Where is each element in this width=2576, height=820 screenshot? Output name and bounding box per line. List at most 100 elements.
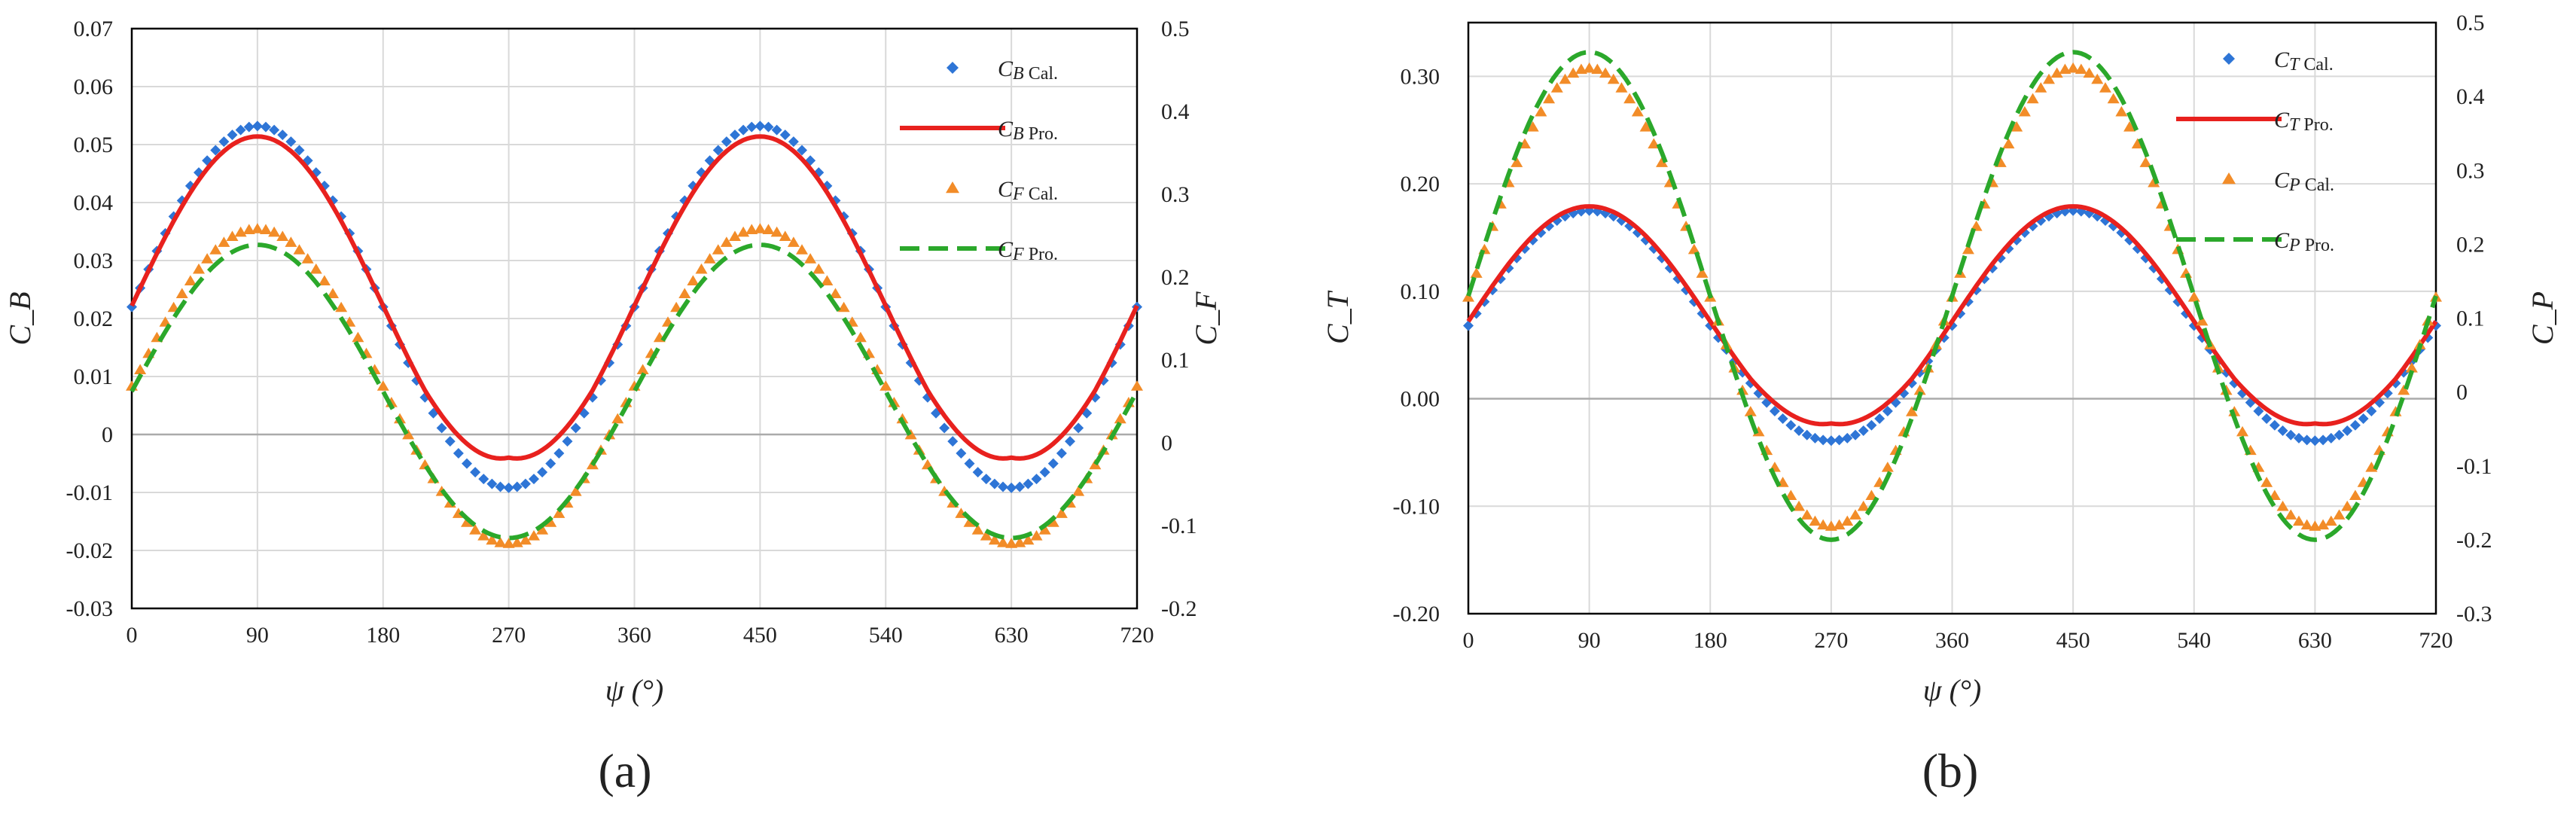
legend-marker-diamond xyxy=(2223,53,2235,65)
data-point-diamond xyxy=(1794,425,1805,437)
data-point-diamond xyxy=(503,482,514,493)
chart-panel-b: 0 90 180 270 360 450 540 630 720-0.20-0.100.000.… xyxy=(1321,11,2559,797)
y-left-tick-label: 0 xyxy=(102,422,113,447)
data-point-triangle xyxy=(2317,519,2330,530)
data-point-triangle xyxy=(1687,243,1700,255)
y-right-tick-label: 0 xyxy=(1161,431,1172,456)
data-point-diamond xyxy=(2301,434,2312,446)
data-point-diamond xyxy=(712,145,724,156)
y-right-axis-label: C_F xyxy=(1189,291,1223,346)
data-point-diamond xyxy=(797,145,807,156)
x-tick-label: 0 xyxy=(1463,628,1474,653)
y-left-tick-label: 0.02 xyxy=(74,306,114,331)
data-point-triangle xyxy=(502,538,515,548)
data-point-diamond xyxy=(1073,422,1084,434)
data-point-triangle xyxy=(477,529,490,541)
data-point-triangle xyxy=(695,263,708,274)
data-point-diamond xyxy=(210,145,221,156)
data-point-triangle xyxy=(1962,243,1974,255)
data-point-triangle xyxy=(687,275,700,285)
data-point-diamond xyxy=(478,474,489,485)
data-point-triangle xyxy=(611,413,624,424)
panel-label: (b) xyxy=(1922,744,1979,797)
data-point-diamond xyxy=(2285,429,2297,440)
legend-marker-triangle xyxy=(2222,172,2236,184)
x-tick-label: 630 xyxy=(995,623,1029,648)
data-point-triangle xyxy=(242,224,255,234)
data-point-triangle xyxy=(2148,176,2160,187)
data-point-diamond xyxy=(285,136,297,148)
y-right-tick-label: 0 xyxy=(2456,380,2468,405)
data-point-triangle xyxy=(318,275,331,285)
data-point-diamond xyxy=(444,436,456,447)
legend-label: CT Pro. xyxy=(2274,108,2334,135)
y-right-tick-label: -0.2 xyxy=(1161,596,1197,621)
data-point-triangle xyxy=(812,263,825,274)
data-point-triangle xyxy=(796,244,808,255)
data-point-triangle xyxy=(737,226,750,237)
data-point-diamond xyxy=(1809,432,1821,444)
y-left-tick-label: 0.01 xyxy=(74,364,114,389)
data-point-triangle xyxy=(1905,406,1918,416)
data-point-diamond xyxy=(570,422,581,434)
x-tick-label: 180 xyxy=(366,623,400,648)
y-left-axis-label: C_B xyxy=(3,291,37,345)
legend-sub: F xyxy=(1012,245,1024,264)
data-point-triangle xyxy=(209,244,222,255)
data-point-diamond xyxy=(520,478,531,489)
data-point-triangle xyxy=(1857,500,1870,511)
y-right-tick-label: -0.2 xyxy=(2456,528,2492,553)
data-point-diamond xyxy=(2325,432,2337,444)
data-point-triangle xyxy=(260,224,272,234)
data-point-diamond xyxy=(1834,434,1845,446)
data-point-triangle xyxy=(569,486,582,496)
x-axis-label: ψ (°) xyxy=(605,673,663,707)
data-point-triangle xyxy=(1022,534,1035,545)
data-point-triangle xyxy=(837,301,850,312)
data-point-triangle xyxy=(1511,157,1523,167)
data-point-triangle xyxy=(1526,120,1539,132)
data-point-triangle xyxy=(1131,380,1143,391)
data-point-triangle xyxy=(720,236,733,247)
data-point-diamond xyxy=(989,478,1000,489)
legend-marker-diamond xyxy=(947,62,959,74)
x-tick-label: 270 xyxy=(1814,628,1848,653)
data-point-diamond xyxy=(956,447,967,459)
data-point-triangle xyxy=(1470,267,1483,278)
data-point-triangle xyxy=(2285,509,2297,520)
x-tick-label: 360 xyxy=(617,623,651,648)
data-point-triangle xyxy=(193,263,205,274)
data-point-triangle xyxy=(2365,462,2378,472)
y-right-tick-label: 0.5 xyxy=(1161,17,1190,41)
legend-suffix: Pro. xyxy=(2303,115,2333,135)
data-point-triangle xyxy=(2043,73,2055,84)
data-point-diamond xyxy=(2277,425,2288,437)
legend-suffix: Pro. xyxy=(1029,245,1058,264)
data-point-diamond xyxy=(939,422,950,434)
legend-main: C xyxy=(2274,228,2290,253)
data-point-triangle xyxy=(2300,519,2313,530)
data-point-triangle xyxy=(2010,120,2023,132)
data-point-triangle xyxy=(1849,509,1861,520)
data-point-diamond xyxy=(1858,425,1869,437)
data-point-diamond xyxy=(1882,405,1893,416)
data-point-diamond xyxy=(1014,481,1026,492)
legend-suffix: Cal. xyxy=(1029,64,1058,84)
data-point-triangle xyxy=(376,380,389,391)
data-point-triangle xyxy=(544,517,557,527)
y-right-tick-label: -0.3 xyxy=(2456,602,2492,626)
series-line-ct-pro- xyxy=(1466,204,2438,427)
data-point-triangle xyxy=(1089,459,1102,470)
legend-suffix: Cal. xyxy=(2305,175,2334,195)
data-point-triangle xyxy=(519,534,532,545)
data-point-diamond xyxy=(1801,429,1812,440)
data-point-diamond xyxy=(730,130,740,141)
legend-main: C xyxy=(998,56,1014,81)
x-tick-label: 0 xyxy=(127,623,138,648)
data-point-triangle xyxy=(2091,73,2104,84)
data-point-diamond xyxy=(1818,434,1829,446)
legend-label: CB Cal. xyxy=(998,56,1058,84)
panel-label: (a) xyxy=(598,744,651,797)
data-point-triangle xyxy=(1615,82,1628,93)
y-left-tick-label: 0.05 xyxy=(74,133,114,157)
